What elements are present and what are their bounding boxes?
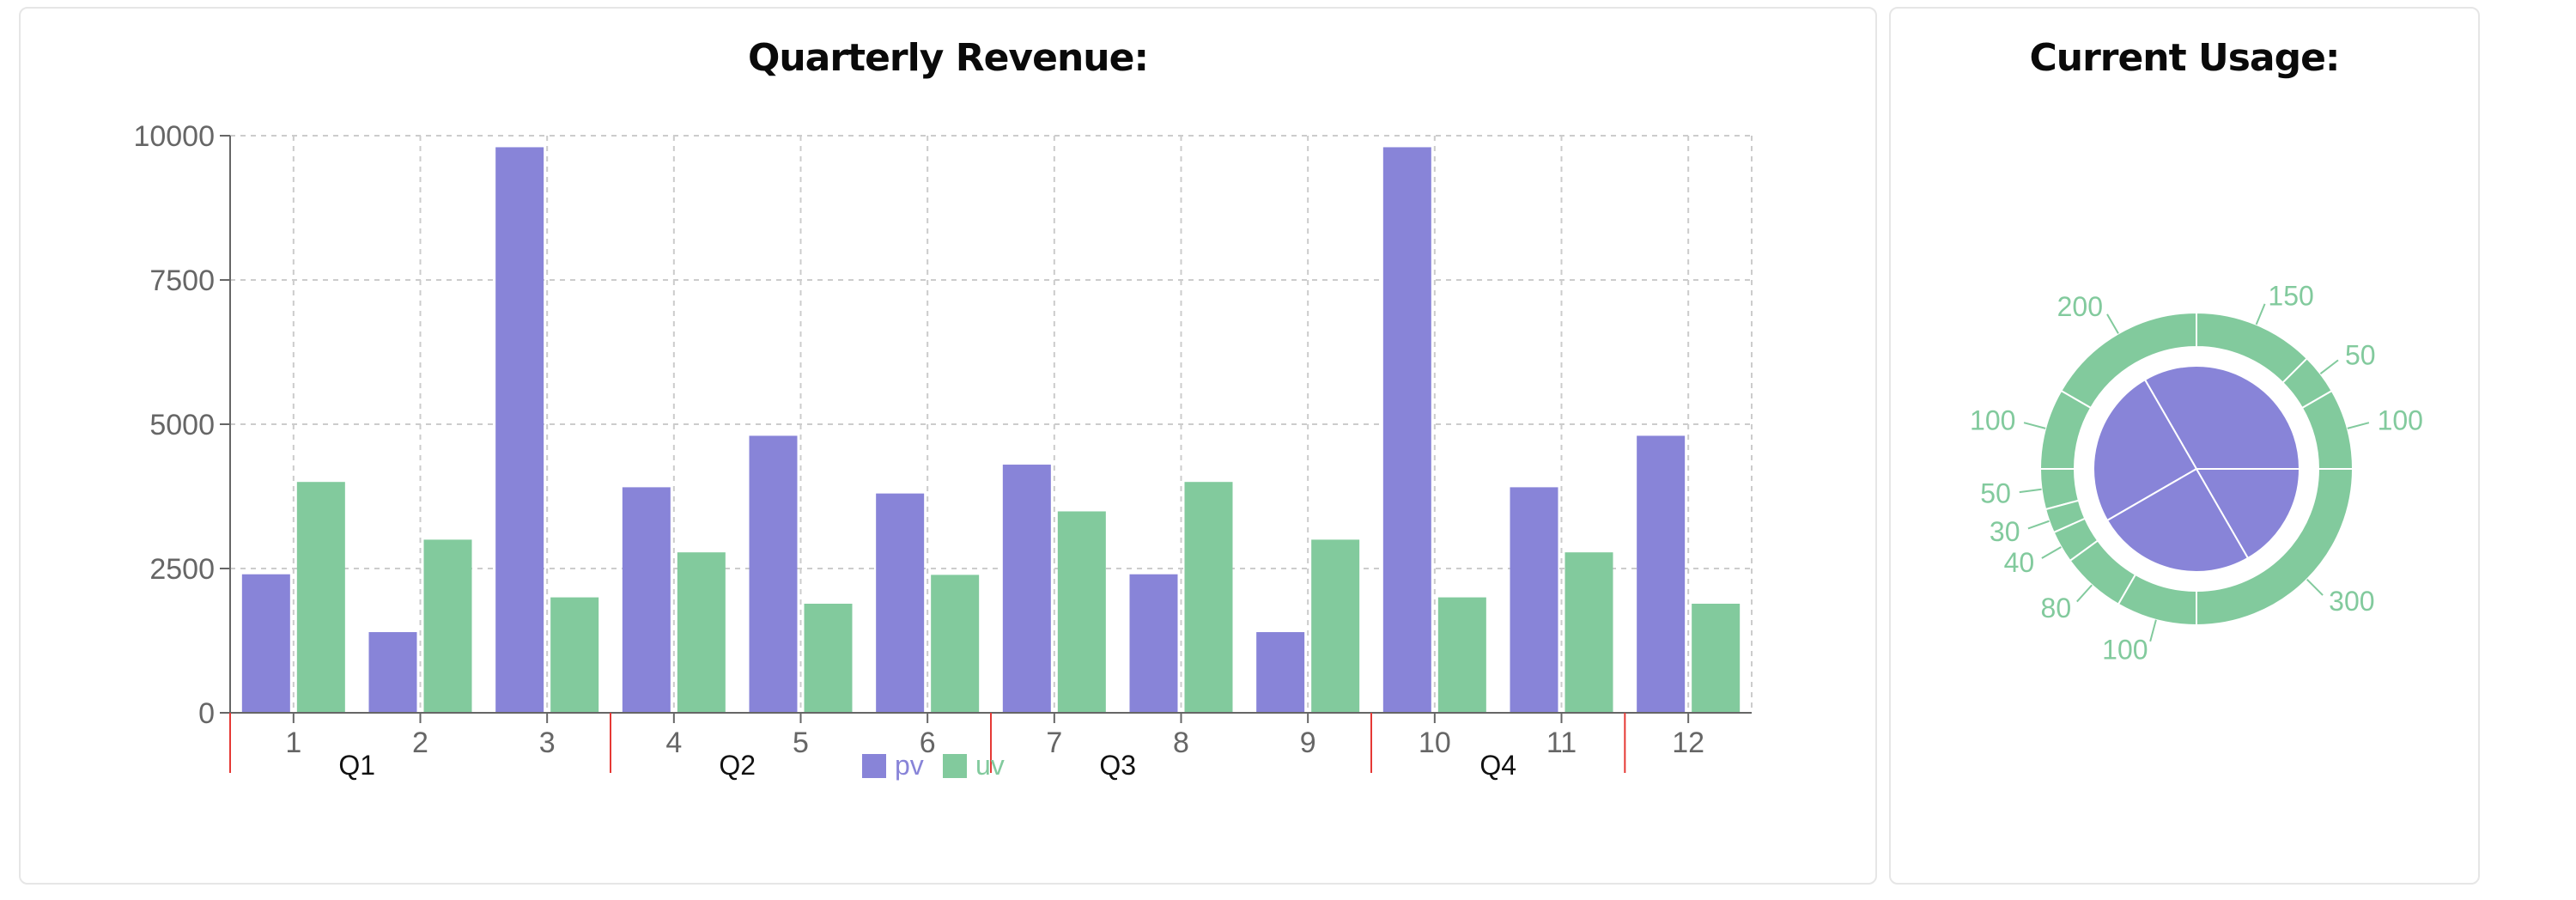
outer-label-line [2041,546,2062,559]
revenue-chart-title: Quarterly Revenue: [747,36,1149,80]
outer-slice-label: 100 [2102,635,2148,666]
bar-uv-12 [1692,603,1741,713]
usage-chart-title: Current Usage: [2029,36,2340,80]
bar-uv-4 [677,552,726,713]
quarter-label: Q1 [338,750,375,781]
bar-pv-3 [495,147,544,713]
quarter-label: Q2 [719,750,756,781]
outer-label-line [2076,584,2093,603]
quarter-label: Q3 [1099,750,1136,781]
outer-slice-label: 80 [2041,593,2072,623]
outer-label-line [2019,488,2042,494]
usage-card: Current Usage: 100 50 150 200 100 50 30 40 80 100… [1889,7,2480,885]
bar-uv-6 [931,575,980,713]
y-tick-label: 5000 [149,409,215,441]
bar-pv-7 [1002,465,1051,713]
x-tick-label: 5 [793,727,809,759]
outer-slice-label: 100 [2378,405,2423,436]
bar-pv-6 [876,493,925,713]
y-tick-label: 7500 [149,265,215,297]
bar-pv-12 [1637,435,1686,713]
x-tick-label: 10 [1419,727,1451,759]
outer-label-line [2255,303,2266,325]
x-tick-label: 9 [1300,727,1316,759]
outer-label-line [2306,578,2324,596]
outer-label-line [2023,422,2046,429]
legend-swatch-uv [943,754,967,778]
y-tick-label: 0 [198,697,215,730]
bar-pv-8 [1129,574,1178,713]
outer-label-line [2347,422,2370,429]
x-tick-label: 12 [1672,727,1704,759]
outer-slice-label: 300 [2329,586,2374,617]
outer-slice-label: 50 [1980,477,2011,508]
x-tick-label: 11 [1546,727,1577,759]
inner-pie-slice [2105,467,2250,573]
bar-pv-5 [749,435,798,713]
inner-pie-slice [2143,365,2301,470]
legend: pv uv [862,750,1005,781]
x-tick-label: 3 [539,727,556,759]
bar-uv-2 [423,539,472,713]
inner-pie-slice [2195,468,2301,560]
outer-label-line [2106,313,2119,334]
bar-pv-11 [1510,487,1558,713]
bar-pv-10 [1382,147,1431,713]
bar-uv-5 [804,603,853,713]
legend-label-uv: uv [975,750,1005,781]
x-tick-label: 8 [1173,727,1189,759]
quarter-label: Q4 [1479,750,1516,781]
outer-slice-label: 150 [2268,281,2313,312]
outer-label-line [2027,520,2050,530]
outer-label-line [2149,619,2157,642]
outer-ring-slice [2196,468,2354,627]
bar-pv-9 [1256,632,1305,713]
bar-uv-7 [1057,511,1106,713]
x-tick-label: 6 [920,727,936,759]
revenue-card: Quarterly Revenue: 0 2500 5000 7500 10000 1 2 3… [19,7,1877,885]
x-tick-label: 2 [412,727,428,759]
outer-slice-label: 40 [2004,547,2035,578]
bar-pv-4 [622,487,671,713]
legend-label-pv: pv [895,750,924,781]
x-tick-label: 1 [285,727,301,759]
bar-pv-2 [368,632,417,713]
y-tick-label: 2500 [149,553,215,586]
outer-slice-label: 100 [1970,405,2015,436]
bar-uv-11 [1564,552,1613,713]
bar-uv-3 [550,597,599,713]
bar-uv-10 [1437,597,1486,713]
x-tick-label: 7 [1046,727,1062,759]
bar-uv-8 [1184,482,1233,713]
outer-slice-label: 30 [1990,516,2020,547]
y-tick-label: 10000 [133,120,215,153]
bar-pv-1 [241,574,290,713]
outer-slice-label: 200 [2057,291,2103,322]
grid-lines [230,135,1753,713]
x-tick-label: 4 [665,727,682,759]
outer-slice-label: 50 [2345,339,2376,370]
legend-swatch-pv [862,754,886,778]
bar-uv-1 [296,482,345,713]
outer-label-line [2319,359,2339,374]
bar-uv-9 [1311,539,1360,713]
inner-pie-slice [2093,378,2198,522]
